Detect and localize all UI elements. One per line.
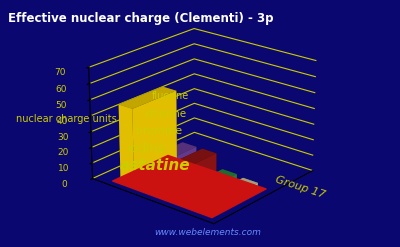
Text: astatine: astatine — [120, 158, 191, 173]
Text: Effective nuclear charge (Clementi) - 3p: Effective nuclear charge (Clementi) - 3p — [8, 12, 274, 25]
Text: nuclear charge units: nuclear charge units — [16, 114, 117, 124]
Text: www.webelements.com: www.webelements.com — [154, 228, 262, 237]
Text: fluorine: fluorine — [152, 91, 189, 101]
Text: iodine: iodine — [128, 142, 166, 155]
Text: Group 17: Group 17 — [274, 175, 326, 201]
Text: chlorine: chlorine — [144, 109, 186, 119]
Text: bromine: bromine — [136, 126, 182, 136]
